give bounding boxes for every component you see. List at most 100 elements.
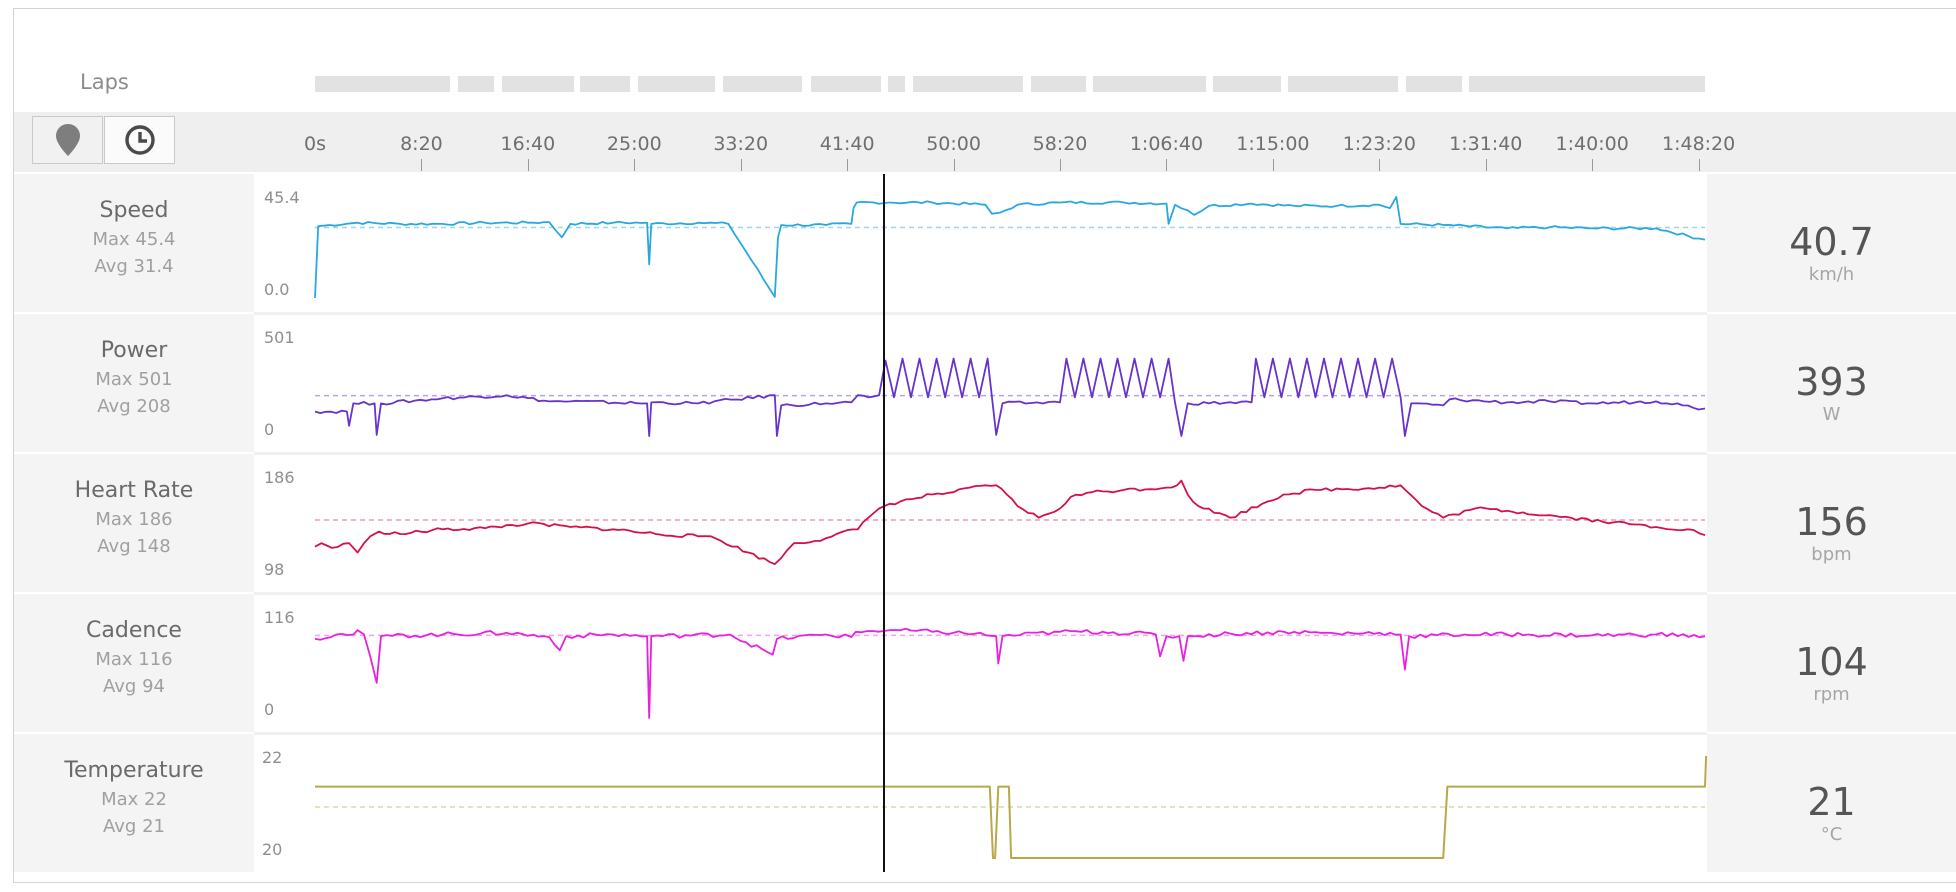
metric-current-value: 393 [1795,360,1868,404]
lap-segment[interactable] [1213,76,1281,92]
metric-avg: Avg 148 [97,536,171,557]
axis-toolbar [14,112,1956,172]
metric-name: Cadence [86,618,182,643]
metric-summary: Speed Max 45.4 Avg 31.4 [14,174,254,312]
lap-segment[interactable] [887,76,905,92]
lap-segment[interactable] [1288,76,1399,92]
time-tick-label: 25:00 [606,133,662,155]
metric-max: Max 186 [95,509,173,530]
lap-segment[interactable] [501,76,574,92]
metric-unit: W [1822,404,1841,425]
time-tick-label: 8:20 [400,133,443,155]
metric-current: 21 °C [1707,734,1956,872]
metric-current-value: 21 [1807,780,1856,824]
metric-current-value: 156 [1795,500,1868,544]
time-tick-mark [1485,159,1487,171]
lap-segment[interactable] [1405,76,1462,92]
y-max-label: 186 [264,468,295,487]
row-separator [254,452,1707,455]
metric-avg: Avg 94 [103,676,165,697]
laps-bar [315,76,1705,92]
metric-name: Heart Rate [74,478,194,503]
time-tick-mark [1592,159,1594,171]
time-tick-label: 0s [304,133,326,155]
metric-row-power: Power Max 501 Avg 208 393 W [14,314,1956,455]
metric-unit: °C [1820,824,1843,845]
time-tick-label: 16:40 [500,133,556,155]
lap-segment[interactable] [637,76,716,92]
metric-current: 40.7 km/h [1707,174,1956,312]
map-pin-icon [55,124,80,156]
metric-current: 104 rpm [1707,594,1956,732]
time-tick-mark [1166,159,1168,171]
time-tick-mark [527,159,529,171]
lap-segment[interactable] [1093,76,1206,92]
lap-segment[interactable] [315,76,451,92]
row-separator [254,312,1707,315]
metric-name: Power [100,338,168,363]
time-tick-label: 1:31:40 [1449,133,1523,155]
metric-avg: Avg 208 [97,396,171,417]
metric-avg: Avg 31.4 [94,256,174,277]
y-min-label: 0 [264,420,275,439]
time-tick-mark [634,159,636,171]
time-tick-mark [953,159,955,171]
metric-max: Max 501 [95,369,173,390]
metric-summary: Temperature Max 22 Avg 21 [14,734,254,872]
time-tick-label: 50:00 [926,133,981,155]
lap-segment[interactable] [579,76,631,92]
time-tick-mark [847,159,849,171]
metric-max: Max 22 [101,789,167,810]
metric-max: Max 45.4 [92,229,176,250]
time-tick-mark [1698,159,1700,171]
metric-summary: Cadence Max 116 Avg 94 [14,594,254,732]
metric-current-value: 104 [1795,640,1868,684]
metric-current-value: 40.7 [1789,220,1874,264]
clock-icon [124,125,155,155]
time-tick-label: 41:40 [819,133,875,155]
metric-unit: rpm [1813,684,1850,705]
map-view-button[interactable] [32,116,103,164]
metric-name: Speed [99,198,169,223]
time-tick-mark [1060,159,1062,171]
metric-unit: km/h [1808,264,1855,285]
time-tick-mark [740,159,742,171]
metric-summary: Heart Rate Max 186 Avg 148 [14,454,254,592]
time-tick-mark [1272,159,1274,171]
metric-current: 393 W [1707,314,1956,452]
lap-segment[interactable] [1030,76,1086,92]
y-max-label: 501 [264,328,295,347]
time-tick-mark [1379,159,1381,171]
row-separator [254,732,1707,735]
metric-row-speed: Speed Max 45.4 Avg 31.4 40.7 km/h [14,174,1956,315]
metric-row-hr: Heart Rate Max 186 Avg 148 156 bpm [14,454,1956,595]
metric-row-cadence: Cadence Max 116 Avg 94 104 rpm [14,594,1956,735]
time-tick-label: 1:23:20 [1342,133,1416,155]
metric-row-temp: Temperature Max 22 Avg 21 21 °C [14,734,1956,872]
lap-segment[interactable] [810,76,881,92]
time-tick-mark [421,159,423,171]
time-view-button[interactable] [104,116,175,164]
lap-segment[interactable] [458,76,494,92]
time-tick-label: 58:20 [1032,133,1088,155]
y-max-label: 22 [262,748,283,767]
metric-name: Temperature [64,758,204,783]
time-tick-label: 33:20 [713,133,769,155]
lap-segment[interactable] [1468,76,1705,92]
metric-summary: Power Max 501 Avg 208 [14,314,254,452]
lap-segment[interactable] [723,76,803,92]
time-tick-label: 1:40:00 [1555,133,1629,155]
y-min-label: 0 [264,700,275,719]
lap-segment[interactable] [912,76,1024,92]
y-min-label: 98 [264,560,285,579]
y-min-label: 20 [262,840,283,859]
metric-unit: bpm [1811,544,1852,565]
y-max-label: 45.4 [264,188,300,207]
time-tick-label: 1:06:40 [1129,133,1204,155]
row-separator [254,592,1707,595]
time-tick-label: 1:48:20 [1661,133,1736,155]
time-cursor[interactable] [883,174,886,872]
time-tick-label: 1:15:00 [1236,133,1310,155]
metric-max: Max 116 [95,649,173,670]
y-max-label: 116 [264,608,295,627]
